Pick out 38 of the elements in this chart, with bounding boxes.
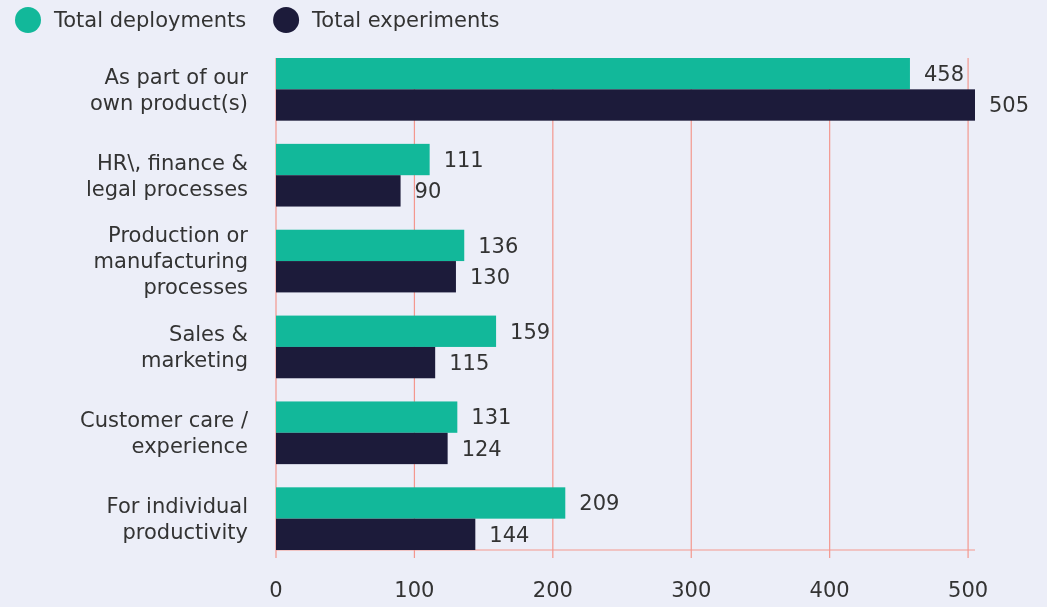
y-tick-label: For individual productivity	[106, 494, 248, 545]
bar	[276, 261, 456, 293]
y-tick-label: Sales & marketing	[141, 322, 248, 373]
data-label: 159	[510, 319, 551, 344]
x-tick-label: 0	[269, 578, 283, 603]
data-label: 505	[989, 93, 1030, 118]
x-tick-label: 100	[394, 578, 435, 603]
bar	[276, 346, 436, 379]
bar	[276, 58, 910, 90]
legend-label: Total experiments	[311, 8, 500, 33]
data-label: 130	[469, 265, 511, 290]
legend-label: Total deployments	[53, 8, 247, 33]
bar	[276, 175, 401, 207]
bar	[276, 229, 465, 262]
y-tick-label: HR\, finance & legal processes	[85, 150, 248, 201]
x-tick-label: 300	[671, 578, 712, 603]
bar	[276, 432, 448, 465]
bar	[276, 401, 458, 433]
data-label: 115	[449, 350, 490, 375]
y-tick-label: Customer care / experience	[80, 408, 249, 459]
data-label: 111	[443, 147, 484, 172]
bar	[276, 143, 430, 176]
bar	[276, 89, 975, 121]
data-label: 144	[489, 522, 530, 547]
data-label: 209	[579, 491, 620, 516]
data-label: 124	[461, 436, 502, 461]
data-label: 136	[478, 233, 519, 258]
y-tick-label: Production or manufacturing processes	[93, 223, 249, 300]
x-tick-label: 500	[948, 578, 989, 603]
data-label: 458	[923, 62, 965, 87]
bar	[276, 487, 566, 519]
data-label: 131	[471, 405, 512, 430]
y-tick-label: As part of our own product(s)	[89, 64, 249, 115]
x-tick-label: 400	[809, 578, 850, 603]
bar	[276, 518, 476, 550]
data-label: 90	[414, 179, 442, 204]
x-tick-label: 200	[532, 578, 573, 603]
bar	[276, 315, 497, 347]
